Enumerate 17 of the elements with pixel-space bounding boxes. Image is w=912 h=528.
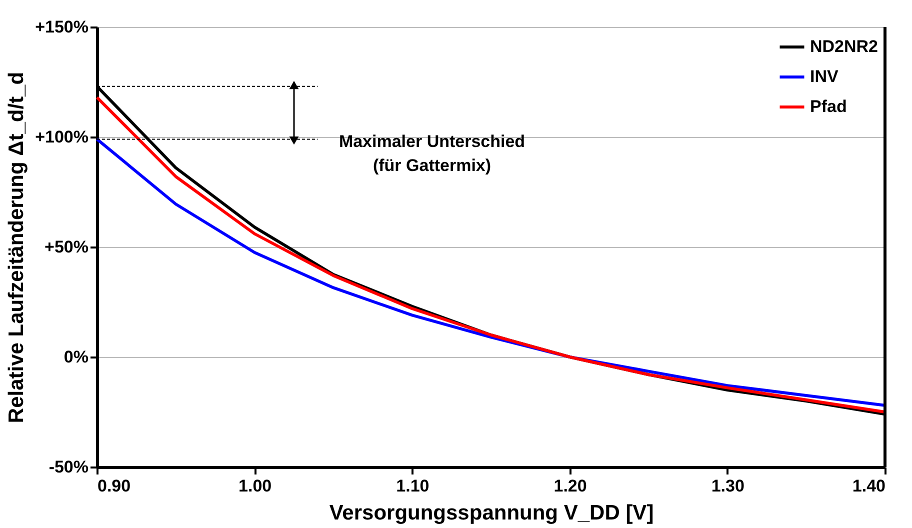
x-tick-label: 1.30 [711,476,744,496]
legend-label: ND2NR2 [810,37,878,56]
y-tick-label: +50% [44,238,88,256]
x-tick-label: 1.00 [238,476,272,496]
y-axis-title: Relative Laufzeitänderung Δt_d/t_d [5,72,28,424]
y-tick-label: +150% [35,18,88,36]
x-tick-label: 1.10 [396,476,430,496]
x-axis-title: Versorgungsspannung V_DD [V] [329,502,654,524]
x-tick-label: 0.90 [98,476,131,496]
annotation: Maximaler Unterschied (für Gattermix) [338,132,526,175]
y-tick-label: 0% [64,348,88,366]
y-tick-label: -50% [48,458,88,476]
legend-label: INV [810,67,839,86]
x-tick-label: 1.20 [554,476,587,496]
x-tick-label: 1.40 [852,476,886,496]
y-tick-label: +100% [35,128,88,146]
legend-label: Pfad [810,97,847,116]
